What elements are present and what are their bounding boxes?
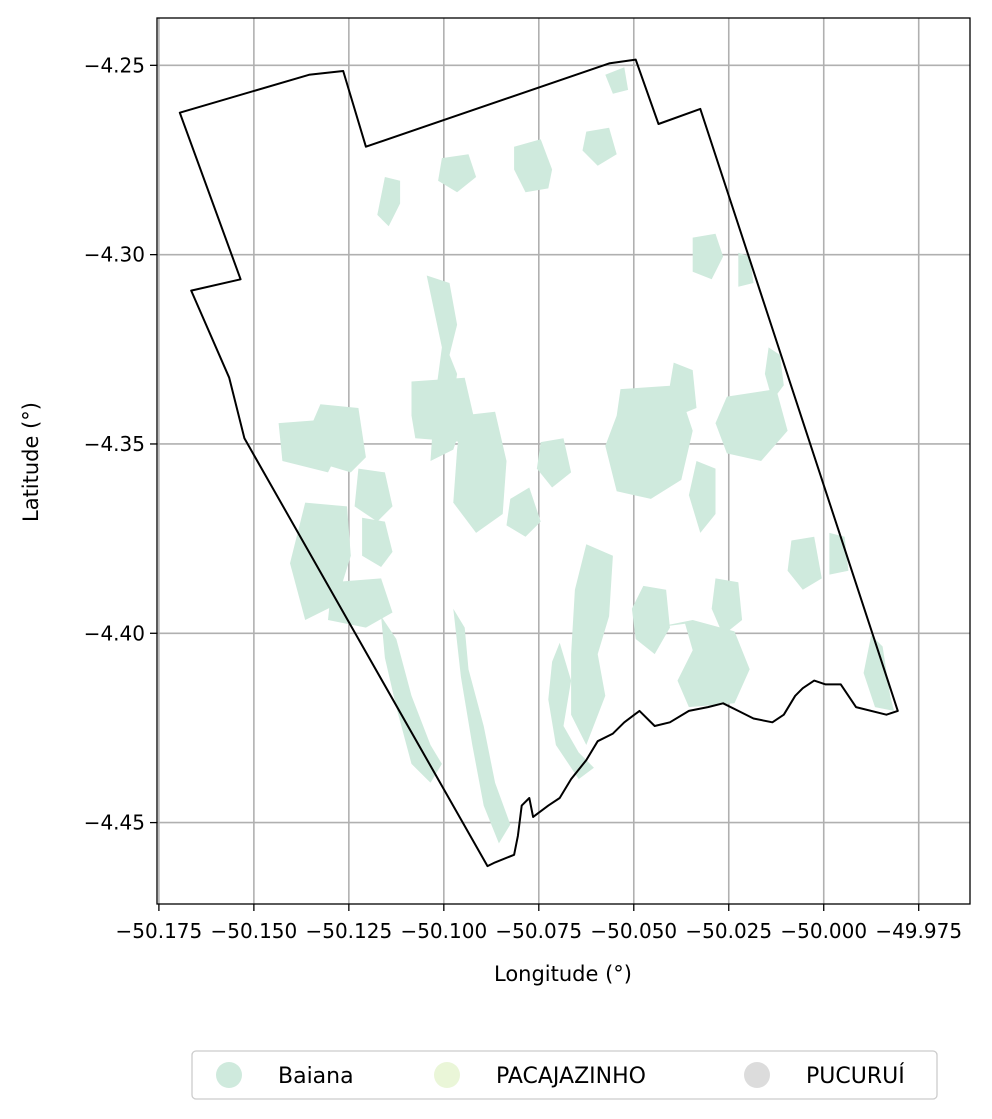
baiana-patch [688,461,716,533]
y-tick-label: −4.45 [84,811,145,835]
baiana-patch [605,385,693,499]
baiana-patch [605,67,629,94]
legend: Baiana PACAJAZINHO PUCURUÍ [191,1050,938,1100]
x-tick-label: −49.975 [875,919,962,943]
y-tick-label: −4.35 [84,432,145,456]
x-tick-label: −50.050 [590,919,677,943]
baiana-patch [715,389,788,461]
x-tick-label: −50.100 [400,919,487,943]
legend-label-pucurui: PUCURUÍ [806,1063,905,1089]
baiana-patches [278,67,894,844]
legend-marker-baiana [216,1062,242,1088]
boundary-outline-layer [178,58,899,868]
baiana-patch [692,233,724,280]
baiana-patch [377,177,401,227]
legend-label-pacajazinho: PACAJAZINHO [496,1064,646,1089]
baiana-patch [453,411,507,533]
baiana-patch [548,642,594,780]
x-tick-label: −50.125 [305,919,392,943]
x-tick-label: −50.175 [116,919,203,943]
x-tick-label: −50.025 [685,919,772,943]
baiana-patch [571,544,613,745]
y-tick-label: −4.40 [84,621,145,645]
x-axis-label: Longitude (°) [494,962,632,986]
baiana-patch [453,608,511,844]
legend-label-baiana: Baiana [278,1064,354,1089]
baiana-patch [863,635,894,711]
baiana-patch [506,487,541,537]
baiana-patch [438,154,477,193]
legend-box [191,1050,938,1100]
x-axis-ticks: −50.175 −50.150 −50.125 −50.100 −50.075 −50.0… [116,904,962,943]
baiana-patch [381,616,442,783]
boundary-outline [178,58,899,868]
y-axis-ticks: −4.25 −4.30 −4.35 −4.40 −4.45 [84,53,157,835]
y-tick-label: −4.25 [84,53,145,77]
baiana-patch [654,620,750,708]
baiana-patch [631,585,670,655]
baiana-patch [764,347,784,401]
plot-frame [156,17,971,905]
legend-marker-pacajazinho [434,1062,460,1088]
y-axis-label: Latitude (°) [19,402,43,522]
baiana-patch [536,438,572,488]
x-tick-label: −50.075 [495,919,582,943]
x-tick-label: −50.000 [780,919,867,943]
baiana-patch [278,419,340,473]
baiana-patch [582,127,617,166]
baiana-patch [711,578,743,636]
baiana-patch [354,468,393,522]
baiana-patch [669,362,697,416]
baiana-patch [514,139,553,193]
x-tick-label: −50.150 [211,919,298,943]
baiana-patch [362,517,393,567]
baiana-patch [787,536,822,590]
legend-marker-pucurui [744,1062,770,1088]
y-tick-label: −4.30 [84,243,145,267]
